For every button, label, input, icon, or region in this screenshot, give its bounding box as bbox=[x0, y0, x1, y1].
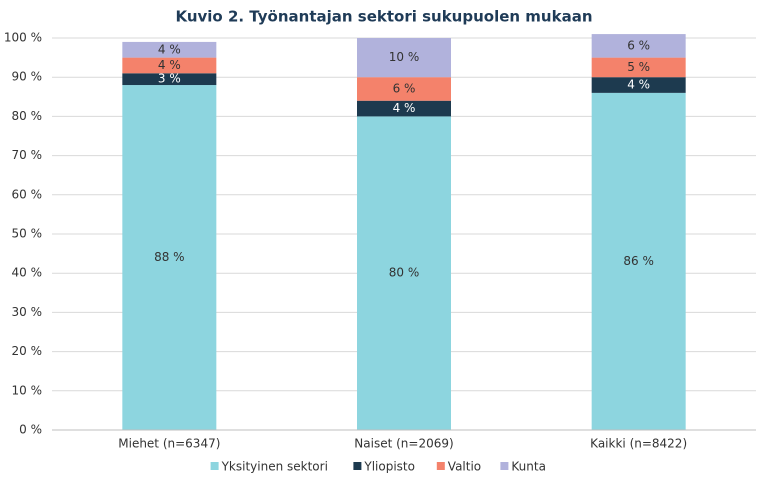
bar-segment bbox=[591, 57, 686, 78]
data-label: 5 % bbox=[627, 60, 650, 74]
legend-swatch bbox=[210, 462, 219, 470]
y-tick-label: 40 % bbox=[12, 266, 43, 280]
data-label: 86 % bbox=[623, 254, 654, 268]
bar-segment bbox=[357, 100, 451, 117]
y-tick-label: 0 % bbox=[19, 423, 42, 437]
x-tick-label: Naiset (n=2069) bbox=[354, 437, 453, 451]
bar-segment bbox=[122, 57, 217, 74]
y-tick-label: 80 % bbox=[12, 109, 43, 123]
y-tick-label: 70 % bbox=[12, 148, 43, 162]
data-label: 4 % bbox=[393, 101, 416, 115]
data-label: 4 % bbox=[158, 58, 181, 72]
data-label: 10 % bbox=[389, 50, 420, 64]
data-label: 80 % bbox=[389, 266, 420, 280]
legend-swatch bbox=[500, 462, 509, 470]
bar-segment bbox=[357, 116, 451, 431]
y-tick-label: 60 % bbox=[12, 187, 43, 201]
chart-title: Kuvio 2. Työnantajan sektori sukupuolen … bbox=[175, 8, 592, 26]
y-tick-label: 10 % bbox=[12, 383, 43, 397]
bar-segment bbox=[122, 85, 217, 430]
bar-segment bbox=[357, 38, 451, 78]
data-label: 6 % bbox=[393, 81, 416, 95]
legend-label: Valtio bbox=[448, 460, 481, 474]
bar-segment bbox=[591, 92, 686, 430]
y-tick-label: 50 % bbox=[12, 227, 43, 241]
y-tick-label: 20 % bbox=[12, 344, 43, 358]
bar-segment bbox=[591, 77, 686, 93]
y-tick-label: 100 % bbox=[4, 31, 42, 45]
legend-label: Yliopisto bbox=[363, 460, 415, 474]
legend-label: Kunta bbox=[511, 460, 546, 474]
x-tick-label: Kaikki (n=8422) bbox=[590, 437, 687, 451]
bar-segment bbox=[357, 77, 451, 101]
legend-swatch bbox=[436, 462, 445, 470]
data-label: 6 % bbox=[627, 38, 650, 52]
data-label: 4 % bbox=[627, 78, 650, 92]
data-label: 4 % bbox=[158, 42, 181, 56]
data-label: 3 % bbox=[158, 72, 181, 86]
y-tick-label: 30 % bbox=[12, 305, 43, 319]
legend-label: Yksityinen sektori bbox=[221, 460, 328, 474]
bar-segment bbox=[122, 73, 217, 86]
data-label: 88 % bbox=[154, 250, 185, 264]
bar-segment bbox=[122, 41, 217, 58]
y-tick-label: 90 % bbox=[12, 70, 43, 84]
bar-segment bbox=[591, 34, 686, 58]
legend-swatch bbox=[353, 462, 362, 470]
x-tick-label: Miehet (n=6347) bbox=[118, 437, 220, 451]
